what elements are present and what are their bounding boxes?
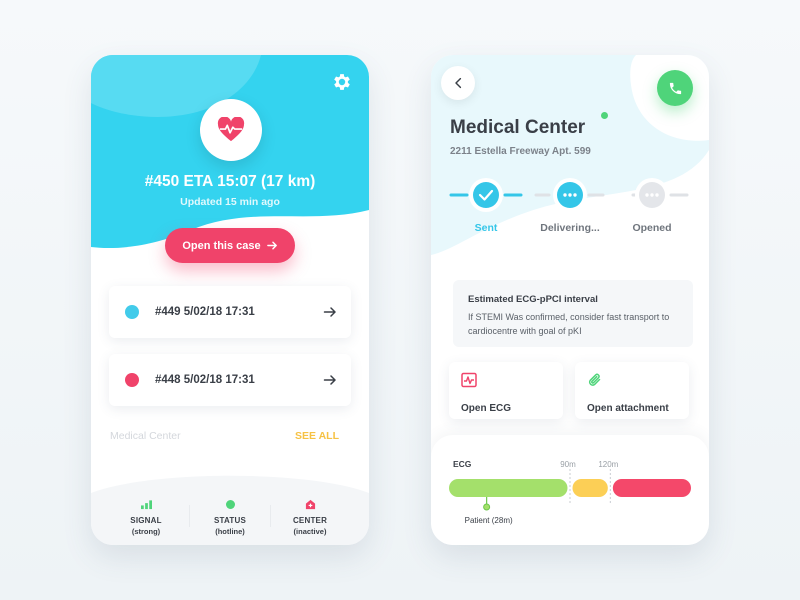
timeline-label: ECG xyxy=(453,459,472,469)
section-label: Medical Center xyxy=(110,430,181,442)
status-stat: STATUS (hotline) xyxy=(190,498,270,536)
case-title: #450 ETA 15:07 (17 km) xyxy=(144,173,316,190)
signal-icon xyxy=(140,499,152,509)
step-label-opened: Opened xyxy=(632,222,672,234)
action-label: Open ECG xyxy=(461,403,512,414)
stat-label: STATUS xyxy=(213,516,246,525)
paperclip-icon xyxy=(588,373,601,386)
case-row-449[interactable]: #449 5/02/18 17:31 xyxy=(109,286,351,338)
case-status-dot xyxy=(125,305,139,319)
open-case-label: Open this case xyxy=(182,239,261,252)
stat-label: CENTER xyxy=(292,516,328,525)
stat-sub: (hotline) xyxy=(215,527,245,536)
arrow-right-icon xyxy=(323,307,336,317)
case-row-label: #449 5/02/18 17:31 xyxy=(155,306,255,318)
step-sent-check-icon xyxy=(469,178,503,212)
case-overview-card: #450 ETA 15:07 (17 km) Updated 15 min ag… xyxy=(91,55,369,545)
open-case-button[interactable]: Open this case xyxy=(165,228,295,263)
stat-label: SIGNAL xyxy=(130,516,162,525)
timeline-segment xyxy=(449,479,568,497)
heart-pulse-icon xyxy=(217,117,245,142)
case-row-448[interactable]: #448 5/02/18 17:31 xyxy=(109,354,351,406)
online-indicator xyxy=(601,112,608,119)
heart-badge xyxy=(200,99,262,161)
center-stat: CENTER (inactive) xyxy=(270,498,350,536)
bottom-status-bar xyxy=(91,475,369,545)
updated-text: Updated 15 min ago xyxy=(180,196,280,208)
signal-stat: SIGNAL (strong) xyxy=(106,498,186,536)
info-heading: Estimated ECG-pPCI interval xyxy=(468,294,598,305)
timeline-segment xyxy=(572,479,608,497)
divider xyxy=(189,505,190,527)
open-ecg-button[interactable]: Open ECG xyxy=(449,362,563,419)
stat-sub: (inactive) xyxy=(293,527,327,536)
arrow-right-icon xyxy=(323,375,336,385)
action-label: Open attachment xyxy=(587,403,669,414)
case-row-label: #448 5/02/18 17:31 xyxy=(155,374,255,386)
timeline-segment xyxy=(612,479,691,497)
see-all-link[interactable]: SEE ALL xyxy=(295,430,339,442)
hospital-icon xyxy=(305,499,315,509)
open-attachment-button[interactable]: Open attachment xyxy=(575,362,689,419)
ecg-interval-info: Estimated ECG-pPCI interval If STEMI Was… xyxy=(453,280,693,347)
stat-sub: (strong) xyxy=(131,527,161,536)
ecg-icon xyxy=(461,372,477,388)
center-address: 2211 Estella Freeway Apt. 599 xyxy=(450,146,591,157)
back-button[interactable] xyxy=(441,66,475,100)
call-button[interactable] xyxy=(657,70,693,106)
step-label-sent: Sent xyxy=(474,222,498,234)
info-body: If STEMI Was confirmed, consider fast tr… xyxy=(468,312,670,336)
status-dot-icon xyxy=(225,499,235,509)
ecg-timeline: ECG 90m 120m Patient (28m) xyxy=(449,459,691,525)
patient-marker-label: Patient (28m) xyxy=(465,516,513,525)
settings-gear-icon[interactable] xyxy=(331,71,353,93)
medical-center-card: Medical Center 2211 Estella Freeway Apt.… xyxy=(431,55,709,545)
step-delivering-dots-icon xyxy=(553,178,587,212)
chevron-left-icon xyxy=(455,77,462,89)
timeline-mark-label: 120m xyxy=(598,460,618,469)
arrow-right-icon xyxy=(266,241,277,250)
timeline-mark-label: 90m xyxy=(560,460,576,469)
center-title: Medical Center xyxy=(450,117,586,138)
phone-icon xyxy=(669,82,681,94)
step-label-delivering: Delivering... xyxy=(540,222,600,234)
patient-marker-dot xyxy=(483,503,491,511)
divider xyxy=(270,505,271,527)
delivery-stepper xyxy=(449,178,689,212)
case-status-dot xyxy=(125,373,139,387)
step-opened-dots-icon xyxy=(635,178,669,212)
